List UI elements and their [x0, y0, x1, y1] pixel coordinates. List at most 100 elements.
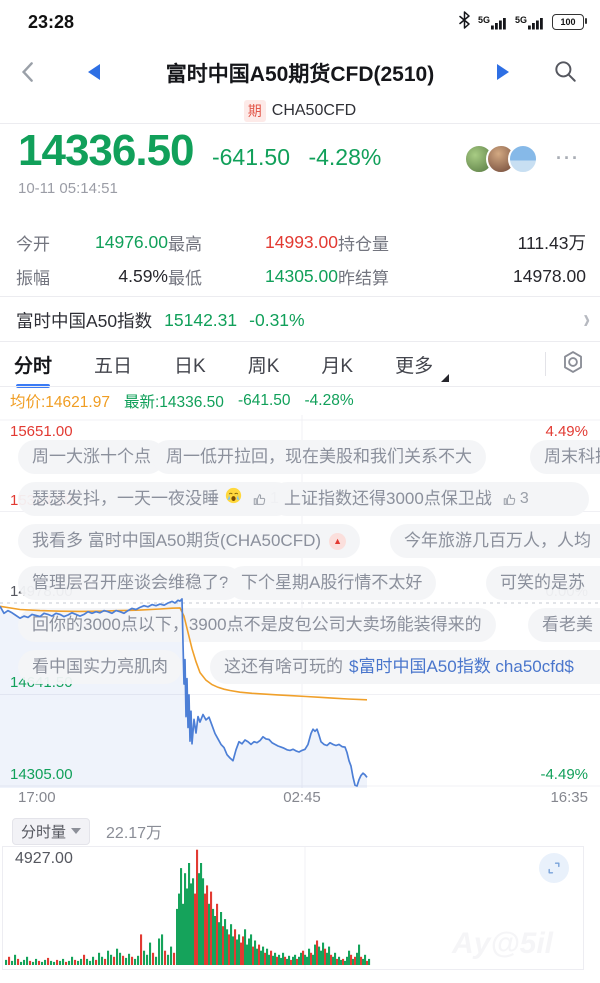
avatar	[508, 144, 538, 174]
stock-link[interactable]: $富时中国A50指数 cha50cfd$	[349, 657, 574, 676]
stat-row: 今开 14976.00 最高 14993.00 持仓量 111.43万	[16, 228, 586, 256]
stat-cell: 振幅 4.59%	[16, 264, 168, 289]
comment-text: 看中国实力亮肌肉	[32, 657, 168, 676]
comment-bubble[interactable]: 周一低开拉回，现在美股和我们关系不大	[152, 440, 486, 474]
tab-分时[interactable]: 分时	[14, 343, 52, 388]
comment-bubble[interactable]: 周末科技	[530, 440, 600, 474]
volume-max-label: 4927.00	[15, 850, 73, 867]
stat-value: 14978.00	[513, 265, 586, 286]
comment-bubble[interactable]: 这还有啥可玩的 $富时中国A50指数 cha50cfd$	[210, 650, 600, 684]
price-change-pct: -4.28%	[308, 144, 382, 170]
like-button[interactable]: 3	[502, 482, 529, 516]
tab-日K[interactable]: 日K	[174, 355, 206, 377]
stat-value: 14993.00	[265, 231, 338, 252]
comment-bubble[interactable]: 周一大涨十个点	[18, 440, 165, 474]
intraday-chart[interactable]: 15651.0015314.5014978.0014641.5014305.00…	[0, 415, 600, 788]
volume-type-selector[interactable]: 分时量	[12, 817, 91, 845]
divider	[0, 341, 600, 342]
crying-face-icon	[225, 482, 242, 516]
next-symbol-button[interactable]	[497, 64, 509, 80]
stat-cell: 昨结算 14978.00	[338, 264, 586, 289]
stat-label: 昨结算	[338, 268, 389, 288]
more-button[interactable]: ···	[556, 148, 580, 168]
tab-更多[interactable]: 更多	[395, 355, 434, 377]
tab-月K[interactable]: 月K	[321, 355, 354, 377]
comment-text: 下个星期A股行情不太好	[241, 573, 423, 592]
comment-bubble[interactable]: 看老美	[528, 608, 600, 642]
nav-bar: 富时中国A50期货CFD(2510)	[0, 44, 600, 100]
search-icon[interactable]	[552, 58, 578, 89]
quote-section: 14336.50 -641.50 -4.28% 10-11 05:14:51 ·…	[18, 126, 588, 218]
comment-text: 看老美	[542, 615, 593, 634]
comment-bubble[interactable]: 下个星期A股行情不太好	[227, 566, 437, 600]
y-axis-pct-label: 4.49%	[545, 423, 588, 440]
legend-last: 最新:14336.50	[123, 394, 224, 411]
stat-label: 今开	[16, 234, 50, 254]
stat-cell: 最高 14993.00	[168, 230, 338, 255]
bluetooth-icon	[458, 10, 471, 34]
stat-cell: 持仓量 111.43万	[338, 230, 586, 255]
index-change-pct: -0.31%	[249, 309, 305, 330]
time-axis: 17:00 02:45 16:35	[0, 789, 600, 813]
chevron-right-icon: ›	[583, 303, 590, 335]
tab-五日[interactable]: 五日	[94, 355, 133, 377]
chevron-down-icon	[71, 828, 82, 834]
comment-bubble[interactable]: 看中国实力亮肌肉	[18, 650, 182, 684]
prev-symbol-button[interactable]	[88, 64, 100, 80]
signal-5g-icon-2: 5G	[515, 15, 545, 30]
tab-周K[interactable]: 周K	[247, 355, 280, 377]
comment-text: 周一大涨十个点	[32, 447, 151, 466]
signal-5g-icon-1: 5G	[478, 15, 508, 30]
watermark: Ay@5il	[452, 927, 553, 960]
related-index-row[interactable]: 富时中国A50指数 15142.31 -0.31% ›	[16, 299, 590, 341]
volume-header: 分时量 22.17万	[12, 817, 588, 845]
expand-chart-button[interactable]	[539, 853, 569, 883]
comment-bubble[interactable]: 上证指数还得3000点保卫战 3	[270, 482, 589, 516]
comment-bubble[interactable]: 回你的3000点以下，3900点不是皮包公司大卖场能装得来的	[18, 608, 496, 642]
comment-bubble[interactable]: 我看多 富时中国A50期货(CHA50CFD) ▲	[18, 524, 361, 558]
comment-text: 上证指数还得3000点保卫战	[284, 489, 492, 508]
comment-bubble[interactable]: 管理层召开座谈会维稳了?	[18, 566, 243, 600]
stat-value: 14976.00	[95, 231, 168, 252]
comment-text: 瑟瑟发抖，一天一夜没睡	[32, 489, 219, 508]
volume-chart[interactable]: 4927.00 Ay@5il	[2, 846, 584, 970]
divider	[0, 386, 600, 387]
index-value: 15142.31	[164, 309, 238, 330]
x-axis-label: 02:45	[283, 789, 321, 806]
back-button[interactable]	[16, 58, 42, 91]
comment-text: 回你的3000点以下，3900点不是皮包公司大卖场能装得来的	[32, 615, 482, 634]
legend-change: -641.50	[237, 392, 291, 409]
more-dropdown-corner-icon	[441, 374, 450, 382]
comment-bubble[interactable]: 可笑的是苏	[486, 566, 600, 600]
stat-cell: 今开 14976.00	[16, 230, 168, 255]
x-axis-label: 17:00	[18, 789, 56, 806]
comment-bubble[interactable]: 瑟瑟发抖，一天一夜没睡1	[18, 482, 293, 516]
symbol-code: CHA50CFD	[271, 102, 357, 119]
last-price: 14336.50	[18, 126, 195, 175]
stat-label: 振幅	[16, 268, 50, 288]
divider	[0, 296, 600, 297]
y-axis-label: 14305.00	[10, 766, 73, 783]
futures-badge: 期	[243, 100, 266, 122]
comment-text: 这还有啥可玩的	[224, 657, 343, 676]
divider	[545, 352, 546, 376]
stat-label: 最低	[168, 268, 202, 288]
price-change: -641.50	[211, 144, 290, 170]
legend-avg: 均价:14621.97	[10, 394, 110, 411]
discussion-avatars[interactable]	[464, 144, 538, 174]
chart-settings-icon[interactable]	[560, 349, 586, 380]
quote-timestamp: 10-11 05:14:51	[18, 180, 118, 197]
volume-total: 22.17万	[106, 825, 163, 842]
stat-value: 14305.00	[265, 265, 338, 286]
comment-text: 可笑的是苏	[500, 573, 585, 592]
comment-bubble[interactable]: 今年旅游几百万人，人均	[390, 524, 600, 558]
stat-label: 持仓量	[338, 234, 389, 254]
symbol-subtitle: 期 CHA50CFD	[0, 98, 600, 124]
status-bar: 23:28 5G 5G 100	[0, 0, 600, 44]
stats-grid: 今开 14976.00 最高 14993.00 持仓量 111.43万 振幅 4.59…	[16, 228, 586, 290]
comment-text: 今年旅游几百万人，人均	[404, 531, 591, 550]
y-axis-label: 15651.00	[10, 423, 73, 440]
legend-change-pct: -4.28%	[304, 392, 354, 409]
x-axis-label: 16:35	[550, 789, 588, 806]
comment-text: 管理层召开座谈会维稳了?	[32, 573, 229, 592]
